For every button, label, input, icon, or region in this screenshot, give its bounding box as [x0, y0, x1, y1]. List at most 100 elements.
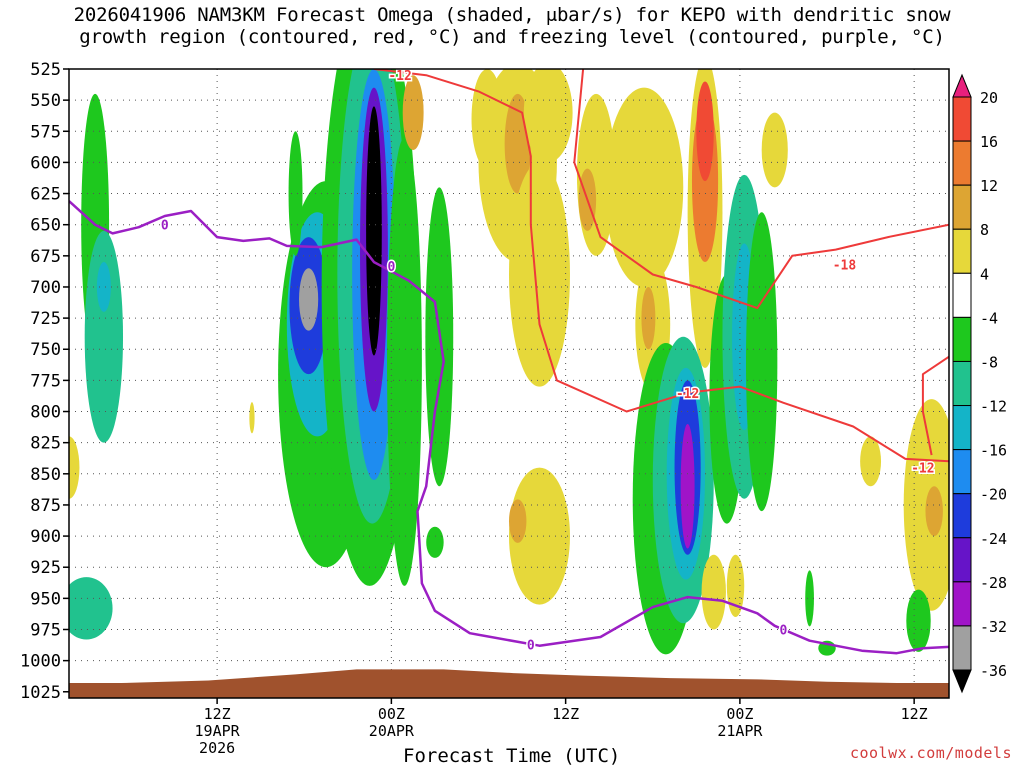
y-tick-label: 850 [30, 465, 61, 485]
x-tick-label: 00Z [378, 705, 405, 723]
y-tick-label: 725 [30, 309, 61, 329]
omega-cell [84, 230, 124, 443]
omega-cell [726, 554, 745, 618]
freezing-label: 0 [161, 219, 169, 234]
omega-cell [701, 554, 726, 630]
colorbar-bin [952, 272, 972, 318]
colorbar-bin [952, 360, 972, 407]
omega-cell [745, 212, 778, 512]
contours [69, 69, 949, 655]
omega-cell [860, 436, 882, 487]
colorbar: 20 16 12 8 4 -4 -8 -12 -16 -20 -24 -28 -32 -36 [952, 73, 1007, 694]
dendritic-line-dendritic-right [921, 355, 949, 456]
chart-title: 2026041906 NAM3KM Forecast Omega (shaded… [73, 4, 951, 48]
colorbar-bin [952, 493, 972, 539]
x-tick-label: 00Z [726, 705, 753, 723]
colorbar-label: -20 [980, 486, 1007, 504]
dendritic-label: -12 [911, 462, 934, 477]
colorbar-bin [952, 449, 972, 495]
omega-cell [509, 467, 570, 605]
omega-cell [249, 402, 255, 434]
omega-cell [402, 75, 424, 150]
colorbar-label: 8 [980, 221, 989, 239]
y-tick-label: 950 [30, 589, 61, 609]
omega-cell [805, 570, 814, 627]
y-tick-label: 600 [30, 153, 61, 173]
y-tick-label: 925 [30, 558, 61, 578]
dendritic-line-dendritic-m12 [373, 69, 949, 463]
omega-cell [69, 436, 80, 499]
y-tick-label: 525 [30, 60, 61, 80]
freezing-label: 0 [387, 260, 395, 275]
colorbar-bin [952, 625, 972, 671]
freezing-label: 0 [527, 638, 535, 653]
omega-cell [288, 131, 303, 256]
dendritic-label: -12 [676, 387, 699, 402]
colorbar-bin [952, 96, 972, 142]
omega-cell [387, 137, 422, 586]
omega-cell [366, 106, 382, 356]
y-tick-label: 675 [30, 247, 61, 267]
freezing-label: 0 [780, 623, 788, 638]
omega-cell [96, 262, 111, 312]
omega-cell [426, 526, 444, 558]
colorbar-label: -4 [980, 309, 998, 327]
omega-cell [69, 577, 113, 640]
y-tick-label: 1025 [20, 683, 61, 703]
omega-cell [906, 589, 931, 652]
colorbar-bottom-arrow [952, 669, 972, 694]
colorbar-label: 20 [980, 89, 998, 107]
colorbar-label: -8 [980, 353, 998, 371]
x-tick-label: 12Z [204, 705, 231, 723]
y-tick-label: 900 [30, 527, 61, 547]
colorbar-label: -32 [980, 618, 1007, 636]
colorbar-label: -16 [980, 442, 1007, 460]
colorbar-bin [952, 228, 972, 274]
omega-shading [69, 69, 949, 656]
y-tick-label: 650 [30, 216, 61, 236]
colorbar-top-arrow [952, 73, 972, 98]
colorbar-label: 12 [980, 177, 998, 195]
colorbar-label: -24 [980, 530, 1007, 548]
colorbar-label: -28 [980, 574, 1007, 592]
omega-cell [509, 162, 570, 387]
omega-cell [925, 486, 943, 537]
omega-cell [641, 286, 656, 350]
colorbar-bin [952, 140, 972, 186]
contour-labels: 0 0 0 0 -12 -12 -12 -18 [159, 68, 936, 655]
colorbar-label: 4 [980, 265, 989, 283]
y-tick-label: 625 [30, 185, 61, 205]
omega-cell [299, 268, 319, 331]
x-tick-label: 19APR [195, 722, 241, 740]
x-tick-label: 12Z [901, 705, 928, 723]
colorbar-bin [952, 405, 972, 451]
y-tick-label: 550 [30, 91, 61, 111]
y-tick-label: 800 [30, 403, 61, 423]
terrain-area [69, 669, 949, 698]
dendritic-line-dendritic-m18 [573, 69, 949, 310]
colorbar-bin [952, 581, 972, 627]
dendritic-label: -18 [833, 259, 857, 274]
credit-text[interactable]: coolwx.com/models [849, 744, 1012, 762]
y-tick-label: 775 [30, 371, 61, 391]
y-tick-label: 975 [30, 620, 61, 640]
omega-cell [680, 423, 695, 549]
omega-cell [761, 112, 788, 188]
dendritic-label: -12 [388, 69, 411, 84]
omega-cell [523, 69, 573, 163]
x-tick-label: 12Z [552, 705, 579, 723]
freezing-level-line [69, 200, 949, 655]
axes: 525 550 575 600 625 650 675 700 725 750 775 800 825 8… [20, 60, 950, 757]
colorbar-label: 16 [980, 133, 998, 151]
y-tick-label: 825 [30, 434, 61, 454]
y-tick-label: 875 [30, 496, 61, 516]
y-tick-label: 1000 [20, 652, 61, 672]
y-tick-label: 750 [30, 340, 61, 360]
colorbar-label: -36 [980, 662, 1007, 680]
omega-cell [509, 499, 527, 543]
x-tick-label: 2026 [199, 739, 235, 757]
omega-cell [604, 87, 684, 287]
plot-frame [68, 68, 950, 699]
terrain [69, 669, 949, 698]
